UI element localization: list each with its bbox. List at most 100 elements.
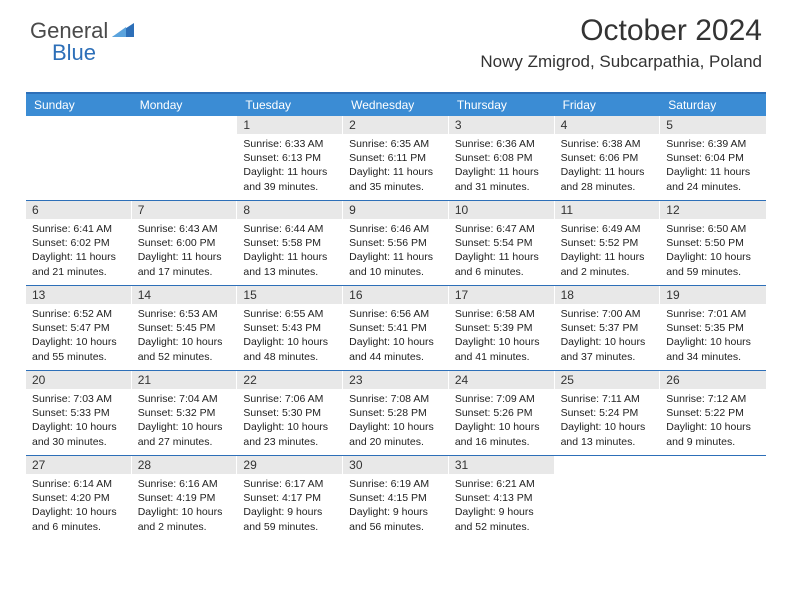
calendar-cell: 20Sunrise: 7:03 AMSunset: 5:33 PMDayligh… — [26, 371, 132, 455]
sunset-text: Sunset: 5:37 PM — [561, 321, 654, 335]
calendar-cell: 2Sunrise: 6:35 AMSunset: 6:11 PMDaylight… — [343, 116, 449, 200]
daylight-text: and 55 minutes. — [32, 350, 125, 364]
sunrise-text: Sunrise: 7:06 AM — [243, 392, 336, 406]
calendar-cell: 26Sunrise: 7:12 AMSunset: 5:22 PMDayligh… — [660, 371, 766, 455]
cell-body: Sunrise: 6:38 AMSunset: 6:06 PMDaylight:… — [555, 134, 660, 200]
sunset-text: Sunset: 4:15 PM — [349, 491, 442, 505]
sunset-text: Sunset: 6:04 PM — [666, 151, 760, 165]
day-number: 7 — [132, 201, 237, 219]
sunset-text: Sunset: 5:22 PM — [666, 406, 760, 420]
sunset-text: Sunset: 5:26 PM — [455, 406, 548, 420]
daylight-text: and 21 minutes. — [32, 265, 125, 279]
sunset-text: Sunset: 5:52 PM — [561, 236, 654, 250]
day-number: 3 — [449, 116, 554, 134]
calendar-cell: 19Sunrise: 7:01 AMSunset: 5:35 PMDayligh… — [660, 286, 766, 370]
day-number: 31 — [449, 456, 554, 474]
daylight-text: Daylight: 10 hours — [138, 505, 231, 519]
daylight-text: and 6 minutes. — [455, 265, 548, 279]
daylight-text: Daylight: 9 hours — [243, 505, 336, 519]
day-number: 9 — [343, 201, 448, 219]
cell-body: Sunrise: 6:39 AMSunset: 6:04 PMDaylight:… — [660, 134, 766, 200]
daylight-text: and 2 minutes. — [561, 265, 654, 279]
calendar-cell: 21Sunrise: 7:04 AMSunset: 5:32 PMDayligh… — [132, 371, 238, 455]
day-number: 17 — [449, 286, 554, 304]
day-number: 25 — [555, 371, 660, 389]
calendar-cell — [555, 456, 661, 540]
daylight-text: Daylight: 10 hours — [138, 420, 231, 434]
daylight-text: Daylight: 9 hours — [349, 505, 442, 519]
daylight-text: and 17 minutes. — [138, 265, 231, 279]
sunrise-text: Sunrise: 6:44 AM — [243, 222, 336, 236]
calendar-cell: 9 Sunrise: 6:46 AMSunset: 5:56 PMDaylight… — [343, 201, 449, 285]
day-headers-row: Sunday Monday Tuesday Wednesday Thursday… — [26, 94, 766, 116]
location-text: Nowy Zmigrod, Subcarpathia, Poland — [480, 52, 762, 72]
sunset-text: Sunset: 5:24 PM — [561, 406, 654, 420]
daylight-text: and 27 minutes. — [138, 435, 231, 449]
cell-body: Sunrise: 7:12 AMSunset: 5:22 PMDaylight:… — [660, 389, 766, 455]
sunset-text: Sunset: 5:50 PM — [666, 236, 760, 250]
daylight-text: and 13 minutes. — [561, 435, 654, 449]
sunrise-text: Sunrise: 7:03 AM — [32, 392, 125, 406]
calendar-cell: 6Sunrise: 6:41 AMSunset: 6:02 PMDaylight… — [26, 201, 132, 285]
daylight-text: and 10 minutes. — [349, 265, 442, 279]
sunrise-text: Sunrise: 6:56 AM — [349, 307, 442, 321]
calendar-week: 20Sunrise: 7:03 AMSunset: 5:33 PMDayligh… — [26, 370, 766, 455]
daylight-text: and 39 minutes. — [243, 180, 336, 194]
daylight-text: and 31 minutes. — [455, 180, 548, 194]
day-number: 6 — [26, 201, 131, 219]
day-header: Sunday — [26, 94, 132, 116]
calendar-cell: 13Sunrise: 6:52 AMSunset: 5:47 PMDayligh… — [26, 286, 132, 370]
daylight-text: Daylight: 11 hours — [666, 165, 760, 179]
daylight-text: Daylight: 11 hours — [455, 250, 548, 264]
daylight-text: and 6 minutes. — [32, 520, 125, 534]
sunrise-text: Sunrise: 6:14 AM — [32, 477, 125, 491]
calendar-cell: 31Sunrise: 6:21 AMSunset: 4:13 PMDayligh… — [449, 456, 555, 540]
sunrise-text: Sunrise: 7:01 AM — [666, 307, 760, 321]
daylight-text: Daylight: 10 hours — [138, 335, 231, 349]
calendar-cell: 18Sunrise: 7:00 AMSunset: 5:37 PMDayligh… — [555, 286, 661, 370]
day-number — [555, 456, 660, 474]
cell-body: Sunrise: 6:49 AMSunset: 5:52 PMDaylight:… — [555, 219, 660, 285]
sunset-text: Sunset: 6:00 PM — [138, 236, 231, 250]
daylight-text: and 2 minutes. — [138, 520, 231, 534]
daylight-text: Daylight: 10 hours — [666, 335, 760, 349]
sunrise-text: Sunrise: 7:04 AM — [138, 392, 231, 406]
sunset-text: Sunset: 5:47 PM — [32, 321, 125, 335]
day-number: 23 — [343, 371, 448, 389]
daylight-text: and 16 minutes. — [455, 435, 548, 449]
daylight-text: and 13 minutes. — [243, 265, 336, 279]
sunset-text: Sunset: 4:17 PM — [243, 491, 336, 505]
day-number: 2 — [343, 116, 448, 134]
sunset-text: Sunset: 5:56 PM — [349, 236, 442, 250]
sunrise-text: Sunrise: 6:35 AM — [349, 137, 442, 151]
daylight-text: Daylight: 11 hours — [455, 165, 548, 179]
sunset-text: Sunset: 4:20 PM — [32, 491, 125, 505]
daylight-text: Daylight: 11 hours — [349, 165, 442, 179]
cell-body: Sunrise: 6:55 AMSunset: 5:43 PMDaylight:… — [237, 304, 342, 370]
day-number: 12 — [660, 201, 766, 219]
calendar-cell: 11Sunrise: 6:49 AMSunset: 5:52 PMDayligh… — [555, 201, 661, 285]
sunrise-text: Sunrise: 6:21 AM — [455, 477, 548, 491]
daylight-text: and 59 minutes. — [243, 520, 336, 534]
sunset-text: Sunset: 5:39 PM — [455, 321, 548, 335]
sunrise-text: Sunrise: 6:46 AM — [349, 222, 442, 236]
sunrise-text: Sunrise: 6:16 AM — [138, 477, 231, 491]
cell-body: Sunrise: 6:43 AMSunset: 6:00 PMDaylight:… — [132, 219, 237, 285]
calendar-cell: 5Sunrise: 6:39 AMSunset: 6:04 PMDaylight… — [660, 116, 766, 200]
daylight-text: and 24 minutes. — [666, 180, 760, 194]
sunrise-text: Sunrise: 6:55 AM — [243, 307, 336, 321]
daylight-text: Daylight: 10 hours — [243, 335, 336, 349]
sunset-text: Sunset: 5:35 PM — [666, 321, 760, 335]
calendar-cell: 17Sunrise: 6:58 AMSunset: 5:39 PMDayligh… — [449, 286, 555, 370]
daylight-text: Daylight: 10 hours — [455, 335, 548, 349]
daylight-text: Daylight: 11 hours — [349, 250, 442, 264]
calendar-cell — [660, 456, 766, 540]
daylight-text: Daylight: 10 hours — [349, 420, 442, 434]
cell-body: Sunrise: 6:33 AMSunset: 6:13 PMDaylight:… — [237, 134, 342, 200]
cell-body: Sunrise: 6:16 AMSunset: 4:19 PMDaylight:… — [132, 474, 237, 540]
day-header: Saturday — [660, 94, 766, 116]
sunset-text: Sunset: 4:13 PM — [455, 491, 548, 505]
calendar-cell — [26, 116, 132, 200]
day-number: 1 — [237, 116, 342, 134]
day-number: 27 — [26, 456, 131, 474]
